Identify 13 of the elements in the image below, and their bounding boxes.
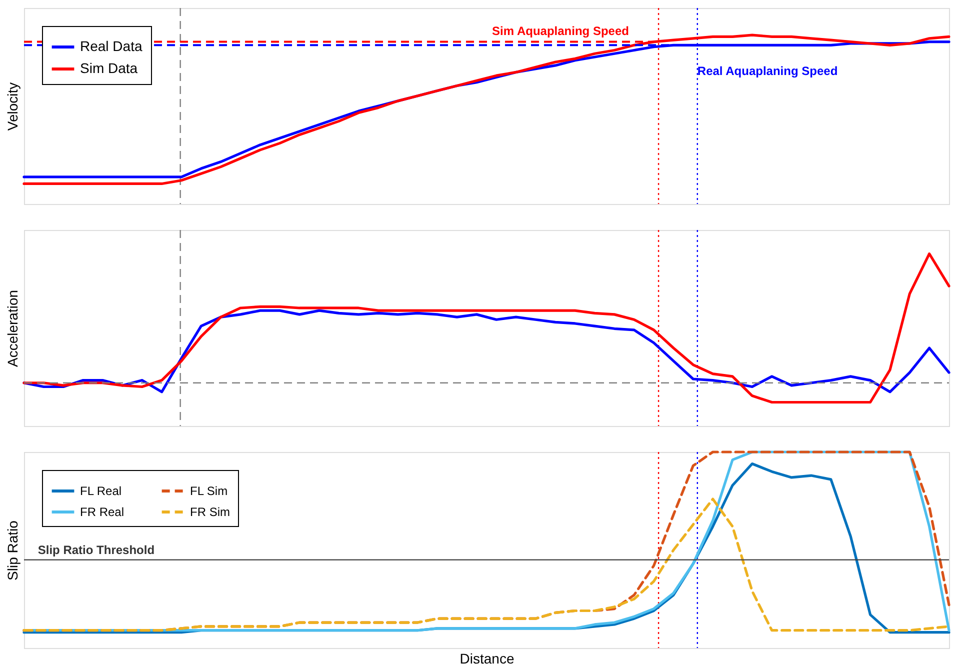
y-axis-title: Velocity (4, 82, 20, 131)
legend-label: Sim Data (80, 60, 138, 76)
legend-label: FR Sim (190, 505, 230, 519)
ref-line-label: Sim Aquaplaning Speed (492, 24, 629, 38)
y-axis-title: Slip Ratio (4, 520, 20, 580)
ref-line-label: Slip Ratio Threshold (38, 542, 155, 557)
legend-label: FL Real (80, 484, 122, 498)
ref-line-label: Real Aquaplaning Speed (697, 64, 838, 78)
legend-label: FR Real (80, 505, 124, 519)
y-axis-title: Acceleration (4, 290, 20, 368)
legend-label: FL Sim (190, 484, 228, 498)
legend-label: Real Data (80, 38, 142, 54)
x-axis-title: Distance (460, 650, 514, 666)
